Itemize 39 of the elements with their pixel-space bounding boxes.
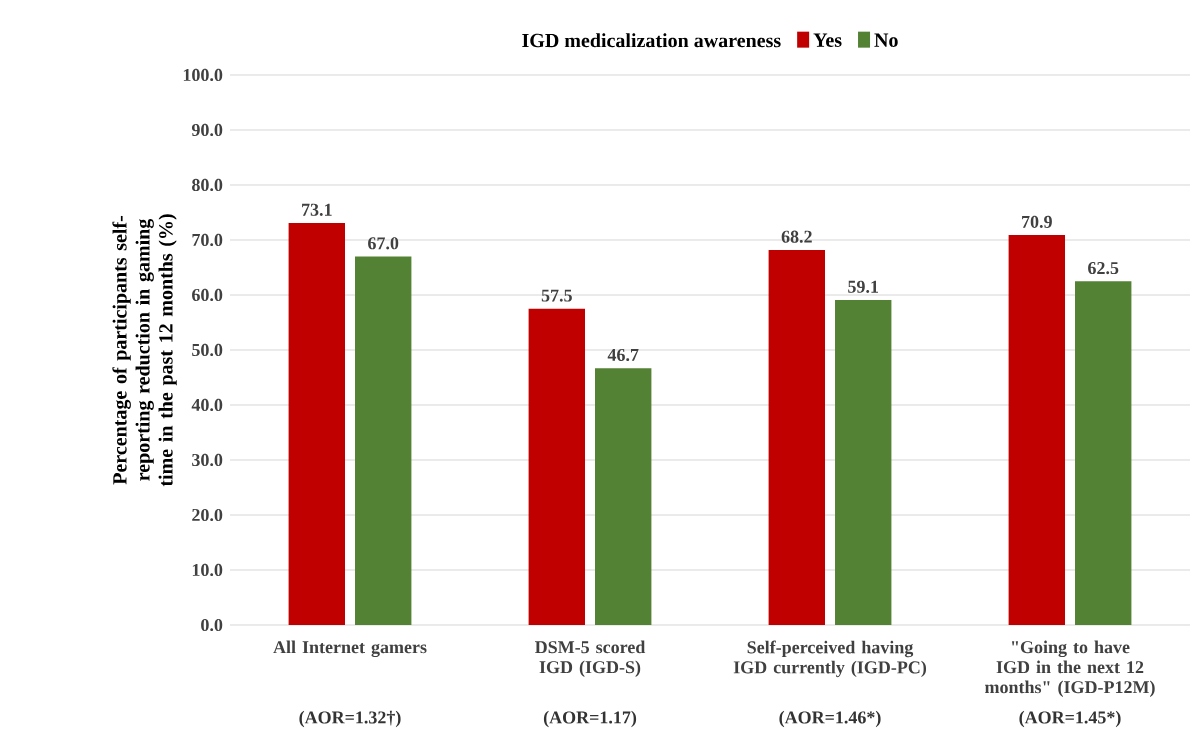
text: (AOR=1.46*)	[779, 710, 881, 728]
bar	[768, 249, 826, 625]
bar	[595, 368, 652, 625]
x-tick-label: All Internet gamers	[273, 640, 427, 658]
bar	[1008, 235, 1066, 625]
legend-label: No	[874, 33, 898, 47]
data-label: 46.7	[607, 348, 639, 362]
bar	[528, 308, 586, 625]
text: (AOR=1.17)	[543, 710, 637, 728]
x-tick-label: DSM-5 scored IGD (IGD-S)	[534, 640, 646, 677]
y-tick-label: 0.0	[201, 618, 223, 632]
text: (AOR=1.32†)	[299, 710, 401, 728]
y-tick-label: 20.0	[192, 508, 223, 522]
y-tick-label: 60.0	[192, 288, 223, 302]
x-tick-label: "Going to have IGD in the next 12 months" (IGD-P12M)	[984, 640, 1155, 697]
x-tick-label: Self-perceived having IGD currently (IGD-PC)	[733, 640, 927, 678]
data-label: 67.0	[368, 237, 399, 250]
y-tick-label: 80.0	[192, 178, 223, 192]
y-tick-label: 10.0	[192, 563, 223, 577]
data-label: 70.9	[1022, 215, 1052, 228]
legend-title: IGD medicalization awareness	[522, 33, 781, 48]
data-label: 62.5	[1088, 262, 1119, 275]
legend-label: Yes	[813, 33, 842, 47]
text: (AOR=1.45*)	[1019, 710, 1121, 728]
y-axis-title: Percentage of participants self-reporting reduction in gaming time in the past 12 months (%)	[112, 214, 177, 487]
bar	[355, 256, 412, 625]
bar	[288, 222, 345, 625]
y-tick-label: 100.0	[183, 68, 223, 82]
y-tick-label: 90.0	[191, 123, 223, 137]
y-tick-label: 30.0	[192, 453, 223, 467]
y-tick-label: 50.0	[192, 343, 223, 357]
data-label: 57.5	[541, 289, 572, 302]
bar	[835, 299, 892, 625]
y-tick-label: 70.0	[192, 233, 223, 247]
data-label: 73.1	[302, 203, 332, 216]
data-label: 68.2	[781, 230, 812, 243]
y-tick-label: 40.0	[191, 398, 223, 412]
data-label: 59.1	[848, 280, 879, 293]
bar	[1075, 281, 1132, 625]
